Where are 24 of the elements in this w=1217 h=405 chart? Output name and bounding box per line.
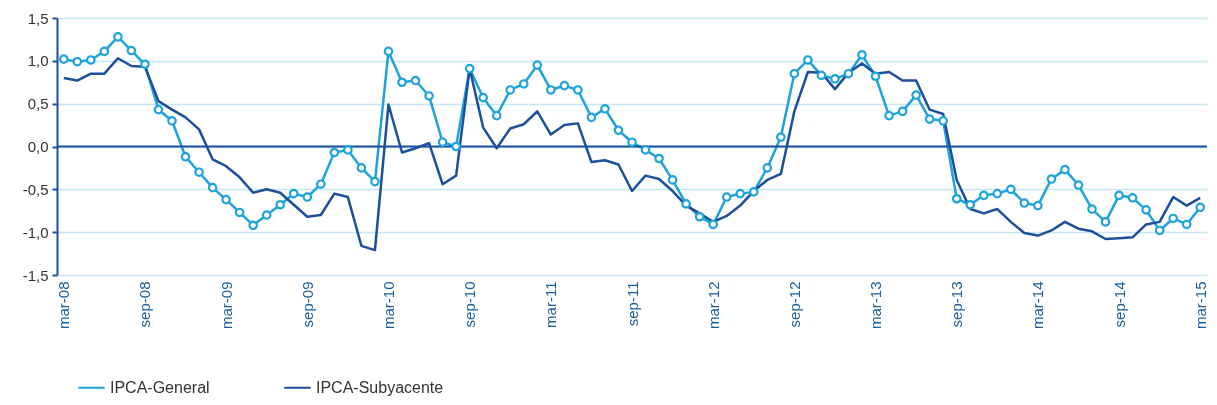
y-tick-label: 1,5 [27,9,49,27]
x-tick-label: mar-13 [867,281,885,330]
x-tick-label: mar-15 [1191,281,1209,330]
legend-label: IPCA-General [110,378,210,396]
x-tick-label: mar-12 [704,281,722,330]
y-tick-label: -0,5 [22,180,49,198]
x-tick-label: sep-12 [785,281,803,328]
y-tick-label: 0,0 [27,138,49,155]
x-tick-label: mar-10 [379,281,397,330]
x-tick-label: sep-13 [948,281,966,328]
y-tick-label: -1,0 [22,223,49,241]
x-tick-label: sep-08 [136,281,154,328]
y-tick-label: 1,0 [27,52,49,70]
x-tick-label: sep-09 [298,281,316,328]
x-tick-label: mar-14 [1029,281,1047,330]
x-tick-label: sep-11 [623,281,641,327]
x-tick-label: sep-10 [461,281,479,328]
x-tick-label: mar-09 [217,281,235,330]
y-tick-label: -1,5 [22,266,49,284]
x-tick-label: sep-14 [1110,281,1128,328]
y-tick-label: 0,5 [27,95,49,113]
x-tick-label: mar-11 [542,281,560,328]
x-tick-label: mar-08 [55,281,73,330]
legend-label: IPCA-Subyacente [316,378,444,396]
